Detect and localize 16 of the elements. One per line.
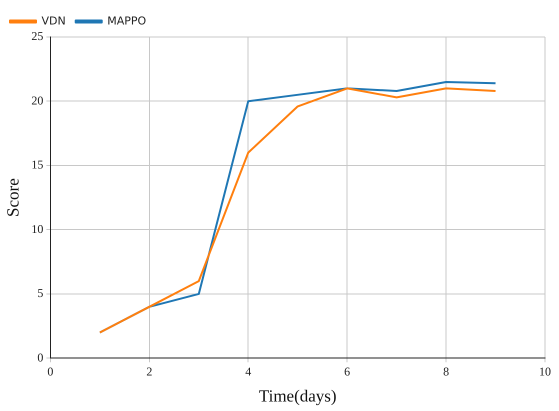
x-tick-label: 8 [443, 364, 450, 379]
y-tick-label: 5 [37, 286, 44, 300]
x-axis-title: Time(days) [258, 386, 337, 406]
x-tick-label: 2 [146, 364, 152, 379]
y-tick-label: 25 [31, 29, 44, 44]
legend-label: MAPPO [107, 14, 147, 28]
x-tick-label: 0 [47, 364, 54, 379]
y-tick-label: 0 [37, 350, 44, 364]
x-tick-label: 10 [539, 364, 551, 379]
legend-label: VDN [42, 14, 66, 28]
x-tick-label: 4 [245, 364, 252, 379]
y-axis-title: Score [4, 178, 23, 217]
x-tick-label: 6 [344, 364, 350, 379]
y-tick-label: 20 [31, 93, 44, 108]
y-tick-label: 15 [31, 158, 44, 172]
y-tick-label: 10 [31, 222, 44, 236]
